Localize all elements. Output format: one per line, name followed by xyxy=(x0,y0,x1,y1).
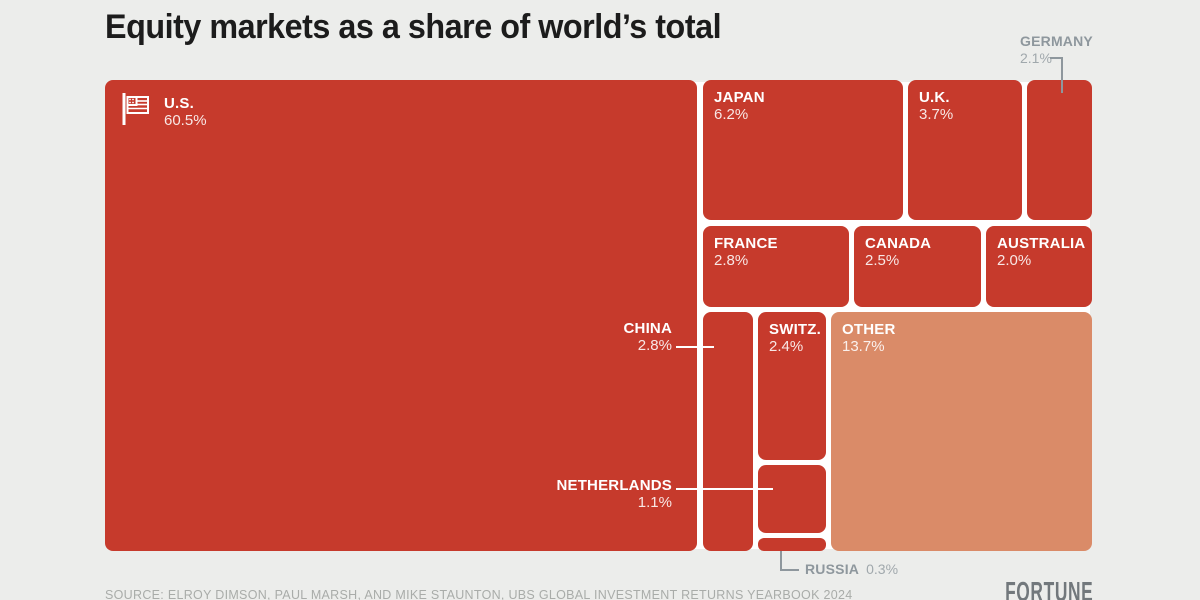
callout-name-russia: RUSSIA xyxy=(805,561,860,577)
callout-value-china: 2.8% xyxy=(637,337,672,354)
germany-leader-line-vertical xyxy=(1061,57,1063,93)
fortune-logo: FORTUNE xyxy=(1004,576,1093,600)
tile-label-uk: U.K. xyxy=(919,89,950,106)
chart-title: Equity markets as a share of world’s tot… xyxy=(105,8,722,46)
treemap-tile-switzerland: SWITZ. 2.4% xyxy=(758,312,826,460)
treemap-chart: U.S. 60.5% JAPAN 6.2% U.K. 3.7% FRANCE 2… xyxy=(105,80,1092,551)
callout-label-china: CHINA 2.8% xyxy=(624,320,673,354)
callout-name-china: CHINA xyxy=(623,320,672,337)
tile-value-australia: 2.0% xyxy=(997,252,1032,269)
source-credit: SOURCE: ELROY DIMSON, PAUL MARSH, AND MI… xyxy=(105,588,853,600)
tile-label-canada: CANADA xyxy=(865,235,932,252)
tile-value-uk: 3.7% xyxy=(919,106,954,123)
treemap-tile-canada: CANADA 2.5% xyxy=(854,226,981,307)
treemap-tile-china xyxy=(703,312,753,551)
tile-label-other: OTHER xyxy=(842,321,896,338)
callout-label-germany: GERMANY 2.1% xyxy=(1020,33,1093,67)
callout-label-russia: RUSSIA 0.3% xyxy=(805,561,898,579)
tile-label-japan: JAPAN xyxy=(714,89,765,106)
tile-label-australia: AUSTRALIA xyxy=(997,235,1086,252)
tile-value-us: 60.5% xyxy=(164,112,207,129)
callout-value-germany: 2.1% xyxy=(1020,50,1052,66)
callout-name-netherlands: NETHERLANDS xyxy=(556,477,672,494)
tile-value-japan: 6.2% xyxy=(714,106,749,123)
treemap-tile-australia: AUSTRALIA 2.0% xyxy=(986,226,1092,307)
callout-value-netherlands: 1.1% xyxy=(637,494,672,511)
treemap-tile-uk: U.K. 3.7% xyxy=(908,80,1022,220)
china-leader-line xyxy=(676,346,714,348)
tile-label-france: FRANCE xyxy=(714,235,778,252)
callout-label-netherlands: NETHERLANDS 1.1% xyxy=(556,477,672,511)
treemap-tile-other: OTHER 13.7% xyxy=(831,312,1092,551)
us-flag-icon xyxy=(121,92,151,126)
tile-value-canada: 2.5% xyxy=(865,252,900,269)
treemap-tile-france: FRANCE 2.8% xyxy=(703,226,849,307)
germany-leader-line-horizontal xyxy=(1050,57,1063,59)
callout-value-russia: 0.3% xyxy=(866,561,899,577)
tile-value-switzerland: 2.4% xyxy=(769,338,804,355)
treemap-tile-japan: JAPAN 6.2% xyxy=(703,80,903,220)
russia-leader-line-horizontal xyxy=(780,569,799,571)
treemap-tile-netherlands xyxy=(758,465,826,533)
treemap-tile-us: U.S. 60.5% xyxy=(105,80,697,551)
netherlands-leader-line xyxy=(676,488,773,490)
tile-value-other: 13.7% xyxy=(842,338,885,355)
russia-leader-line-vertical xyxy=(780,551,782,571)
treemap-tile-russia xyxy=(758,538,826,551)
tile-label-us: U.S. xyxy=(164,95,194,112)
tile-value-france: 2.8% xyxy=(714,252,749,269)
callout-name-germany: GERMANY xyxy=(1020,33,1093,49)
treemap-tile-germany xyxy=(1027,80,1092,220)
tile-label-switzerland: SWITZ. xyxy=(769,321,822,338)
